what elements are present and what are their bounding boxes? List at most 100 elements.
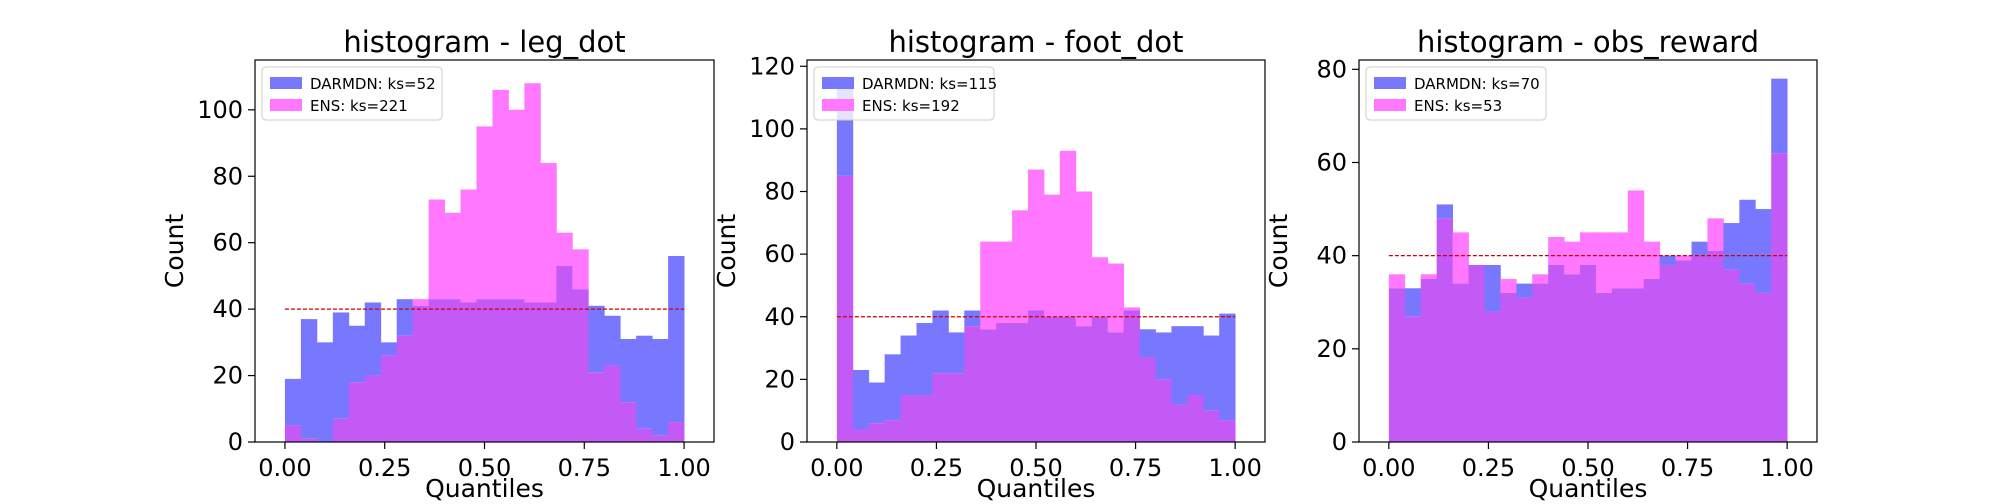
bar-overlap <box>1028 310 1045 442</box>
bar-ens <box>1012 210 1029 324</box>
y-tick-label: 60 <box>1316 148 1347 176</box>
bar-darmdn <box>1139 329 1156 358</box>
bar-ens <box>476 126 493 300</box>
bar-overlap <box>300 438 318 442</box>
bar-ens <box>412 299 430 306</box>
bar-overlap <box>884 420 901 442</box>
bar-overlap <box>1388 288 1406 442</box>
y-tick-label: 60 <box>764 240 795 268</box>
x-tick-label: 0.50 <box>1009 454 1062 482</box>
bars-group <box>1388 78 1788 443</box>
bar-overlap <box>836 175 854 442</box>
y-tick-label: 40 <box>212 295 243 323</box>
bar-overlap <box>460 302 477 442</box>
bar-overlap <box>364 375 382 442</box>
x-tick-label: 1.00 <box>1208 454 1261 482</box>
bar-darmdn <box>620 339 637 403</box>
bar-ens <box>1452 232 1469 284</box>
bar-ens <box>444 212 461 300</box>
bar-overlap <box>1468 264 1485 442</box>
bar-darmdn <box>332 312 350 419</box>
bar-overlap <box>1675 260 1692 442</box>
bar-ens <box>1707 218 1724 251</box>
bar-darmdn <box>1484 264 1501 312</box>
bar-overlap <box>1723 269 1740 442</box>
bar-overlap <box>1580 264 1597 442</box>
y-tick-label: 20 <box>1316 335 1347 363</box>
bar-ens <box>1123 307 1140 311</box>
bar-ens <box>1388 274 1406 289</box>
x-tick-label: 0.25 <box>910 454 963 482</box>
bar-darmdn <box>948 332 965 374</box>
y-tick-label: 20 <box>764 365 795 393</box>
y-tick-label: 80 <box>764 178 795 206</box>
bar-ens <box>460 189 477 303</box>
y-tick-label: 0 <box>780 428 795 456</box>
bar-overlap <box>1707 251 1724 442</box>
legend-label-ens: ENS: ks=192 <box>862 97 960 115</box>
bar-ens <box>1059 150 1077 317</box>
bar-overlap <box>1155 379 1172 442</box>
bar-darmdn <box>348 325 366 383</box>
y-tick-label: 20 <box>212 362 243 390</box>
bar-ens <box>1675 255 1692 261</box>
y-axis-label: Count <box>1264 214 1293 288</box>
panel-obs-reward: histogram - obs_reward Quantiles Count D… <box>1264 25 1818 503</box>
bar-overlap <box>1219 420 1236 442</box>
bar-overlap <box>540 302 557 442</box>
legend-swatch-darmdn <box>270 77 302 89</box>
bar-ens <box>1091 257 1109 317</box>
bar-overlap <box>1107 332 1125 442</box>
bars-group <box>836 78 1236 442</box>
bar-ens <box>556 232 573 266</box>
bar-overlap <box>428 299 445 442</box>
bar-overlap <box>1516 297 1533 442</box>
bar-overlap <box>1643 278 1661 442</box>
bar-overlap <box>1171 404 1188 442</box>
bar-overlap <box>916 395 933 442</box>
legend-box <box>261 66 443 121</box>
bar-overlap <box>1771 153 1788 443</box>
x-tick-label: 1.00 <box>1760 454 1813 482</box>
bar-overlap <box>1532 283 1549 442</box>
bar-ens <box>1043 194 1061 317</box>
bar-ens <box>1420 274 1438 279</box>
bar-overlap <box>1139 357 1156 442</box>
y-tick-label: 80 <box>1316 55 1347 83</box>
bar-darmdn <box>396 299 414 336</box>
bar-ens <box>1532 274 1549 284</box>
x-axis-label: Quantiles <box>1529 474 1648 503</box>
bar-ens <box>1500 278 1517 293</box>
bar-darmdn <box>900 335 917 396</box>
y-tick-label: 0 <box>1332 428 1347 456</box>
bar-ens <box>980 241 997 330</box>
bar-overlap <box>1012 323 1029 442</box>
bar-darmdn <box>1771 78 1788 154</box>
bar-darmdn <box>1436 204 1453 219</box>
panel-leg-dot: histogram - leg_dot Quantiles Count DARM… <box>160 25 715 503</box>
legend-label-ens: ENS: ks=221 <box>310 97 408 115</box>
bar-overlap <box>604 365 621 442</box>
bar-darmdn <box>604 315 621 366</box>
x-axis-label: Quantiles <box>977 474 1096 503</box>
bar-overlap <box>980 329 997 442</box>
legend-swatch-ens <box>822 99 854 111</box>
bar-overlap <box>1739 283 1756 442</box>
legend-box <box>1365 66 1547 121</box>
bar-ens <box>1028 169 1045 311</box>
bar-darmdn <box>852 369 870 430</box>
bar-darmdn <box>1219 313 1236 421</box>
bar-overlap <box>1404 316 1422 442</box>
bar-overlap <box>1187 395 1204 442</box>
bar-overlap <box>964 326 981 442</box>
bar-overlap <box>652 435 669 442</box>
bar-ens <box>1643 241 1661 279</box>
bar-overlap <box>1595 292 1613 442</box>
bar-darmdn <box>964 310 981 327</box>
bar-overlap <box>492 299 509 442</box>
bar-overlap <box>1500 292 1517 442</box>
x-tick-label: 1.00 <box>657 454 710 482</box>
bar-ens <box>1580 232 1597 265</box>
bar-darmdn <box>1723 223 1740 270</box>
